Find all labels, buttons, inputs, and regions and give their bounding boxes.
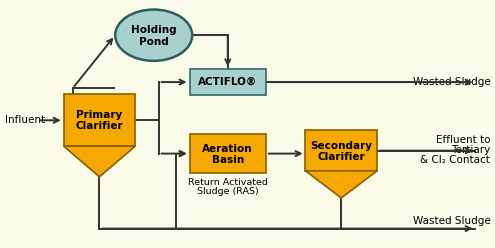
Text: Clarifier: Clarifier [317,152,365,161]
Text: Pond: Pond [139,37,169,47]
Text: Basin: Basin [212,155,244,164]
Text: Sludge (RAS): Sludge (RAS) [197,187,258,196]
Text: Wasted Sludge: Wasted Sludge [413,77,491,87]
Bar [190,69,266,95]
Text: Return Activated: Return Activated [188,178,268,187]
Polygon shape [305,171,377,198]
Text: Primary: Primary [76,110,123,120]
Text: Effluent to: Effluent to [436,135,491,145]
Text: & Cl₂ Contact: & Cl₂ Contact [420,155,491,165]
Polygon shape [64,146,135,177]
Bar [64,94,135,146]
Text: Secondary: Secondary [310,141,372,151]
Text: Clarifier: Clarifier [76,121,123,131]
Text: ACTIFLO®: ACTIFLO® [198,77,257,87]
Text: Aeration: Aeration [202,144,253,154]
Text: Tertiary: Tertiary [451,145,491,155]
Text: Wasted Sludge: Wasted Sludge [413,216,491,226]
Text: Influent: Influent [4,115,45,125]
Bar [305,130,377,171]
Text: Holding: Holding [131,25,177,35]
Bar [190,134,266,173]
Ellipse shape [115,10,192,61]
